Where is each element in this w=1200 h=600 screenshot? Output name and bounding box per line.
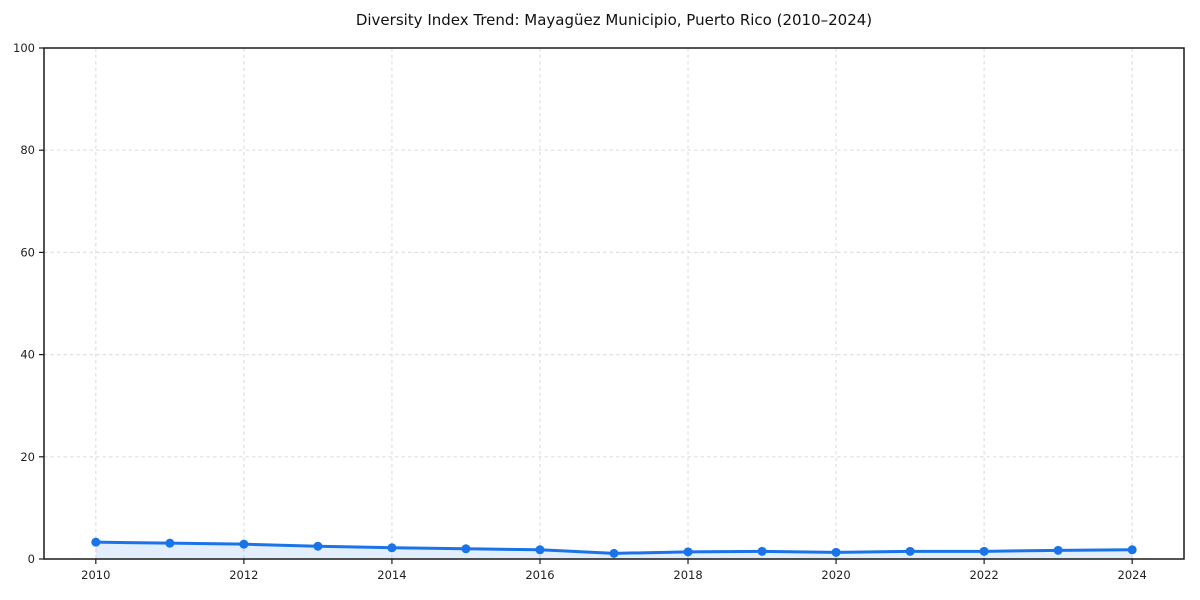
data-point <box>461 544 471 554</box>
y-tick-label: 60 <box>20 245 35 259</box>
x-tick-label: 2010 <box>81 568 110 582</box>
data-point <box>535 545 545 555</box>
y-tick-label: 80 <box>20 143 35 157</box>
x-tick-label: 2022 <box>969 568 998 582</box>
y-tick-label: 100 <box>13 41 35 55</box>
y-tick-label: 20 <box>20 450 35 464</box>
x-tick-label: 2016 <box>525 568 554 582</box>
data-point <box>239 539 249 549</box>
data-point <box>683 547 693 557</box>
data-point <box>91 537 101 547</box>
y-tick-label: 40 <box>20 348 35 362</box>
chart-title: Diversity Index Trend: Mayagüez Municipi… <box>355 11 873 29</box>
data-point <box>1053 545 1063 555</box>
data-point <box>387 543 397 553</box>
x-tick-label: 2018 <box>673 568 702 582</box>
data-point <box>609 548 619 558</box>
x-tick-label: 2020 <box>821 568 850 582</box>
axis-frame <box>43 47 1185 560</box>
data-point <box>757 546 767 556</box>
data-point <box>165 538 175 548</box>
data-point <box>313 541 323 551</box>
data-point <box>1127 545 1137 555</box>
x-tick-label: 2014 <box>377 568 406 582</box>
data-point <box>905 546 915 556</box>
data-point <box>979 546 989 556</box>
x-tick-label: 2024 <box>1118 568 1147 582</box>
y-tick-label: 0 <box>28 552 35 566</box>
x-tick-label: 2012 <box>229 568 258 582</box>
area-fill <box>95 542 1133 559</box>
data-point <box>831 547 841 557</box>
